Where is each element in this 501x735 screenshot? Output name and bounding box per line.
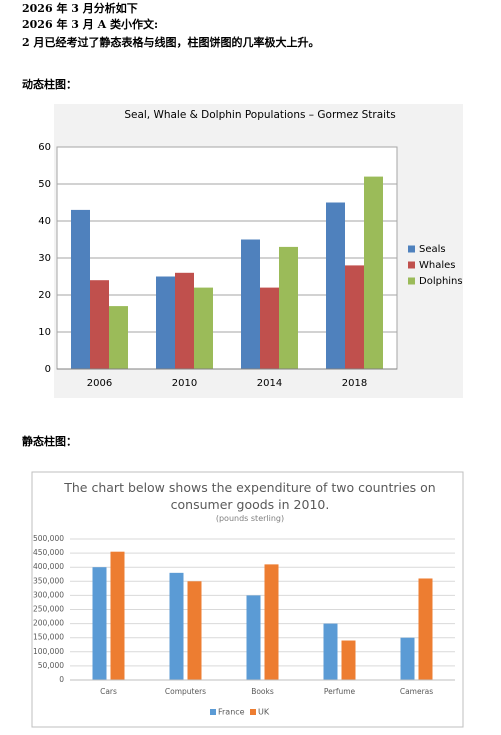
chart-title: The chart below shows the expenditure of… <box>64 480 436 512</box>
bar <box>418 578 433 680</box>
bar <box>92 567 107 680</box>
bar <box>194 287 213 369</box>
y-tick-label: 50 <box>38 179 51 190</box>
bar <box>90 280 109 369</box>
doc-line: 2026 年 3 月分析如下 <box>22 1 138 15</box>
title-wrap: The chart below shows the expenditure of… <box>60 480 440 525</box>
y-tick-label: 500,000 <box>33 534 64 543</box>
y-tick-label: 0 <box>45 364 51 375</box>
y-tick-label: 350,000 <box>33 576 64 585</box>
y-tick-label: 300,000 <box>33 590 64 599</box>
title-wrap: Seal, Whale & Dolphin Populations – Gorm… <box>60 108 460 122</box>
bar <box>364 176 383 369</box>
y-tick-label: 40 <box>38 216 51 227</box>
x-tick-label: Cars <box>100 687 117 696</box>
y-tick-label: 150,000 <box>33 633 64 642</box>
bar <box>71 209 90 369</box>
bar <box>260 287 279 369</box>
y-tick-label: 50,000 <box>38 661 64 670</box>
legend-swatch <box>408 277 415 285</box>
legend-swatch <box>408 245 415 253</box>
bar <box>156 276 175 369</box>
y-tick-label: 60 <box>38 142 51 153</box>
bar <box>187 581 202 680</box>
bar <box>175 272 194 369</box>
bar <box>341 640 356 680</box>
bar <box>345 265 364 369</box>
x-tick-label: 2018 <box>342 378 367 389</box>
bar <box>110 551 125 680</box>
doc-line: 2026 年 3 月 A 类小作文: <box>22 17 158 31</box>
legend-swatch <box>210 709 216 715</box>
y-tick-label: 250,000 <box>33 605 64 614</box>
x-tick-label: 2010 <box>172 378 197 389</box>
legend-label: Whales <box>419 260 456 271</box>
legend-swatch <box>408 261 415 269</box>
chart-subtitle: (pounds sterling) <box>215 513 285 523</box>
x-tick-label: 2006 <box>87 378 112 389</box>
legend-label: UK <box>258 708 270 717</box>
legend-label: Dolphins <box>419 276 463 287</box>
y-tick-label: 30 <box>38 253 51 264</box>
bar <box>241 239 260 369</box>
y-tick-label: 450,000 <box>33 548 64 557</box>
title-box: Seal, Whale & Dolphin Populations – Gorm… <box>60 108 460 122</box>
section-label: 静态柱图： <box>22 434 77 448</box>
bar <box>400 637 415 680</box>
section-label: 动态柱图： <box>22 77 77 91</box>
x-tick-label: Cameras <box>400 687 433 696</box>
y-tick-label: 10 <box>38 327 51 338</box>
bar <box>264 564 279 680</box>
doc-line: 2 月已经考过了静态表格与线图，柱图饼图的几率极大上升。 <box>22 35 319 49</box>
legend-label: France <box>218 708 245 717</box>
bar <box>279 246 298 369</box>
bar <box>169 572 184 680</box>
y-tick-label: 20 <box>38 290 51 301</box>
y-tick-label: 400,000 <box>33 562 64 571</box>
x-tick-label: Computers <box>165 687 206 696</box>
legend-swatch <box>250 709 256 715</box>
bar <box>323 623 338 680</box>
legend-label: Seals <box>419 244 446 255</box>
bar <box>109 306 128 369</box>
x-tick-label: Books <box>251 687 274 696</box>
x-tick-label: Perfume <box>324 687 356 696</box>
bar <box>246 595 261 680</box>
bar <box>326 202 345 369</box>
x-tick-label: 2014 <box>257 378 282 389</box>
y-tick-label: 0 <box>59 675 64 684</box>
chart-title: Seal, Whale & Dolphin Populations – Gorm… <box>124 109 396 121</box>
title-box: The chart below shows the expenditure of… <box>60 480 440 525</box>
y-tick-label: 200,000 <box>33 619 64 628</box>
y-tick-label: 100,000 <box>33 647 64 656</box>
